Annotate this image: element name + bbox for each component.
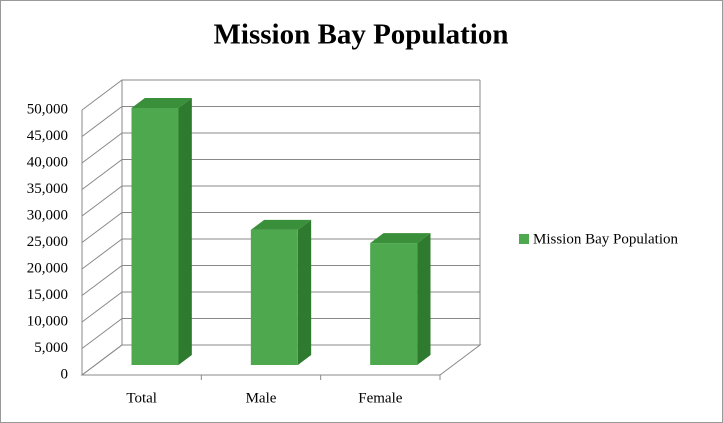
bar-side — [417, 233, 431, 365]
y-tick-label: 50,000 — [27, 101, 68, 117]
chart-title: Mission Bay Population — [214, 19, 509, 51]
grid-line — [81, 318, 480, 349]
y-tick-label: 40,000 — [27, 154, 68, 170]
grid-line — [81, 185, 480, 217]
bar — [131, 107, 179, 365]
bar-top — [370, 233, 431, 244]
grid-line — [81, 291, 480, 323]
y-tick-label: 15,000 — [27, 287, 68, 303]
bar-top — [131, 97, 192, 108]
x-tick-label: Total — [126, 390, 157, 406]
x-tick-label: Male — [246, 390, 277, 406]
bar-side — [178, 97, 192, 365]
bar-top — [250, 219, 312, 230]
grid-line — [81, 344, 480, 376]
y-tick-label: 0 — [61, 366, 69, 382]
grid-line — [81, 212, 480, 243]
legend-swatch — [519, 234, 529, 244]
grid-line — [81, 265, 480, 296]
legend-label: Mission Bay Population — [533, 231, 679, 247]
y-tick-label: 5,000 — [34, 340, 68, 356]
y-tick-label: 25,000 — [27, 234, 68, 250]
y-tick-label: 20,000 — [27, 260, 68, 276]
grid-line — [81, 159, 480, 190]
y-tick-label: 35,000 — [27, 181, 68, 197]
grid-line — [81, 106, 480, 137]
grid-line — [81, 238, 480, 270]
bar — [370, 243, 418, 365]
y-tick-label: 30,000 — [27, 207, 68, 223]
bar — [250, 229, 298, 365]
grid-line — [81, 79, 480, 111]
x-tick-label: Female — [358, 390, 402, 406]
y-tick-label: 10,000 — [27, 313, 68, 329]
y-tick-label: 45,000 — [27, 128, 68, 144]
grid-line — [81, 132, 480, 164]
bar-side — [297, 219, 312, 365]
